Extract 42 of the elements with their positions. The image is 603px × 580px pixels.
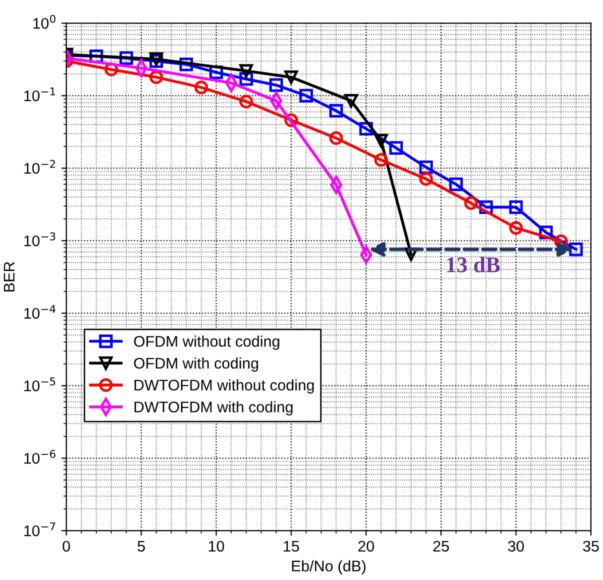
point <box>239 94 253 108</box>
y-tick-label: 10$^{−7}$ <box>24 522 56 536</box>
legend-label: OFDM without coding <box>134 336 280 350</box>
point <box>509 200 523 214</box>
x-tick-label: 15 <box>284 540 300 552</box>
y-tick-label: 10$^{−2}$ <box>24 160 55 174</box>
point <box>344 94 358 108</box>
legend-label: OFDM with coding <box>134 357 258 372</box>
point <box>374 134 388 148</box>
y-tick-label: 10$^{−5}$ <box>24 377 56 392</box>
point <box>299 88 313 103</box>
point <box>554 234 568 248</box>
point <box>239 64 253 78</box>
y-tick-label: 10$^{0}$ <box>33 14 56 29</box>
x-tick-label: 5 <box>138 540 145 552</box>
point <box>419 172 433 186</box>
x-tick-label: 20 <box>358 540 374 552</box>
x-tick-label: 25 <box>433 540 449 552</box>
annotation: 13 dB <box>447 256 500 272</box>
y-tick-label: 10$^{−3}$ <box>24 232 56 246</box>
x-tick-label: 0 <box>62 540 70 552</box>
point <box>374 153 388 167</box>
point <box>389 141 403 155</box>
point <box>194 80 208 94</box>
point <box>329 131 343 145</box>
y-axis-title: BER <box>4 262 14 292</box>
legend-label: DWTOFDM with coding <box>134 401 293 416</box>
y-tick-label: 10$^{−6}$ <box>24 450 56 464</box>
point <box>464 196 478 210</box>
x-tick-label: 30 <box>508 540 524 552</box>
point <box>509 221 523 235</box>
point <box>329 104 343 118</box>
x-tick-label: 10 <box>208 540 224 552</box>
point <box>284 70 298 84</box>
point <box>269 78 283 92</box>
y-tick-label: 10$^{−4}$ <box>24 304 56 319</box>
legend-label: DWTOFDM without coding <box>134 379 314 394</box>
point <box>569 242 583 256</box>
x-axis-title: Eb/No (dB) <box>292 560 366 574</box>
point <box>449 177 463 192</box>
x-tick-label: 35 <box>583 540 599 552</box>
y-tick-label: 10$^{−1}$ <box>24 87 56 102</box>
